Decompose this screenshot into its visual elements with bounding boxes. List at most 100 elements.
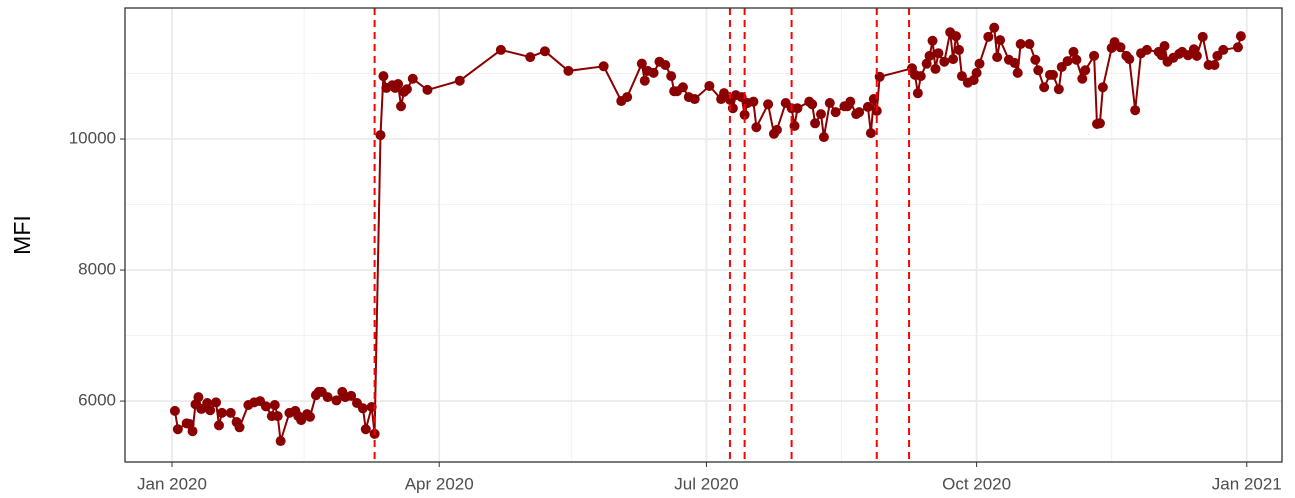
data-point [974, 58, 985, 69]
data-point [1015, 39, 1026, 50]
data-point [636, 58, 647, 69]
data-point [915, 71, 926, 82]
data-point [951, 31, 962, 42]
data-point [346, 390, 357, 401]
y-axis-label: MFI [9, 215, 35, 255]
data-point [971, 67, 982, 78]
data-point [739, 109, 750, 120]
data-point [927, 35, 938, 46]
data-point [172, 424, 183, 435]
data-point [921, 58, 932, 69]
data-point [1232, 42, 1243, 53]
x-tick-label: Oct 2020 [942, 474, 1011, 493]
x-tick-label: Jan 2020 [137, 474, 207, 493]
data-point [751, 122, 762, 133]
y-tick-label: 10000 [69, 129, 116, 148]
data-point [1047, 69, 1058, 80]
data-point [187, 426, 198, 437]
data-point [719, 88, 730, 99]
data-point [930, 63, 941, 74]
data-point [396, 101, 407, 112]
data-point [933, 48, 944, 59]
x-tick-label: Jul 2020 [674, 474, 738, 493]
data-point [225, 407, 236, 418]
data-point [1080, 65, 1091, 76]
data-point [666, 71, 677, 82]
data-point [1141, 44, 1152, 55]
data-point [1191, 50, 1202, 61]
data-point [360, 424, 371, 435]
data-point [989, 22, 1000, 33]
data-point [622, 92, 633, 103]
data-point [1218, 44, 1229, 55]
data-point [818, 132, 829, 143]
data-point [983, 31, 994, 42]
data-point [677, 82, 688, 93]
data-point [763, 99, 774, 110]
data-point [1053, 84, 1064, 95]
data-point [748, 96, 759, 107]
data-point [1159, 40, 1170, 51]
x-tick-label: Apr 2020 [405, 474, 474, 493]
data-point [648, 67, 659, 78]
data-point [393, 78, 404, 89]
data-point [660, 59, 671, 70]
data-point [598, 61, 609, 72]
data-point [704, 80, 715, 91]
data-point [539, 46, 550, 57]
data-point [205, 405, 216, 416]
data-point [912, 88, 923, 99]
data-point [865, 128, 876, 139]
data-point [422, 84, 433, 95]
panel-border [124, 7, 1283, 463]
data-point [771, 124, 782, 135]
data-point [1030, 54, 1041, 65]
data-point [1097, 82, 1108, 93]
data-point [956, 71, 967, 82]
data-point [378, 71, 389, 82]
data-point [401, 84, 412, 95]
data-point [953, 44, 964, 55]
data-point [1235, 31, 1246, 42]
data-point [407, 73, 418, 84]
data-point [1130, 105, 1141, 116]
data-point [1209, 59, 1220, 70]
data-point [1012, 67, 1023, 78]
data-point [357, 403, 368, 414]
data-point [815, 109, 826, 120]
data-point [169, 405, 180, 416]
data-point [992, 52, 1003, 63]
data-point [995, 35, 1006, 46]
y-tick-label: 6000 [78, 391, 116, 410]
y-tick-label: 8000 [78, 260, 116, 279]
data-point [563, 65, 574, 76]
data-point [854, 107, 865, 118]
data-point [525, 52, 536, 63]
data-point [375, 130, 386, 141]
data-point [216, 407, 227, 418]
data-point [454, 75, 465, 86]
data-point [495, 44, 506, 55]
data-point [213, 420, 224, 431]
data-point [1062, 56, 1073, 67]
data-point [810, 118, 821, 129]
data-point [830, 107, 841, 118]
data-point [260, 401, 271, 412]
data-point [689, 94, 700, 105]
data-point [1077, 73, 1088, 84]
data-point [1089, 50, 1100, 61]
data-point [275, 436, 286, 447]
data-point [862, 101, 873, 112]
data-point [272, 411, 283, 422]
data-point [1009, 58, 1020, 69]
data-point [824, 97, 835, 108]
data-point [211, 397, 222, 408]
data-point [639, 75, 650, 86]
data-point [1039, 82, 1050, 93]
data-point [1115, 42, 1126, 53]
data-point [1094, 118, 1105, 129]
data-point [1156, 50, 1167, 61]
x-tick-label: Jan 2021 [1212, 474, 1282, 493]
data-point [924, 50, 935, 61]
